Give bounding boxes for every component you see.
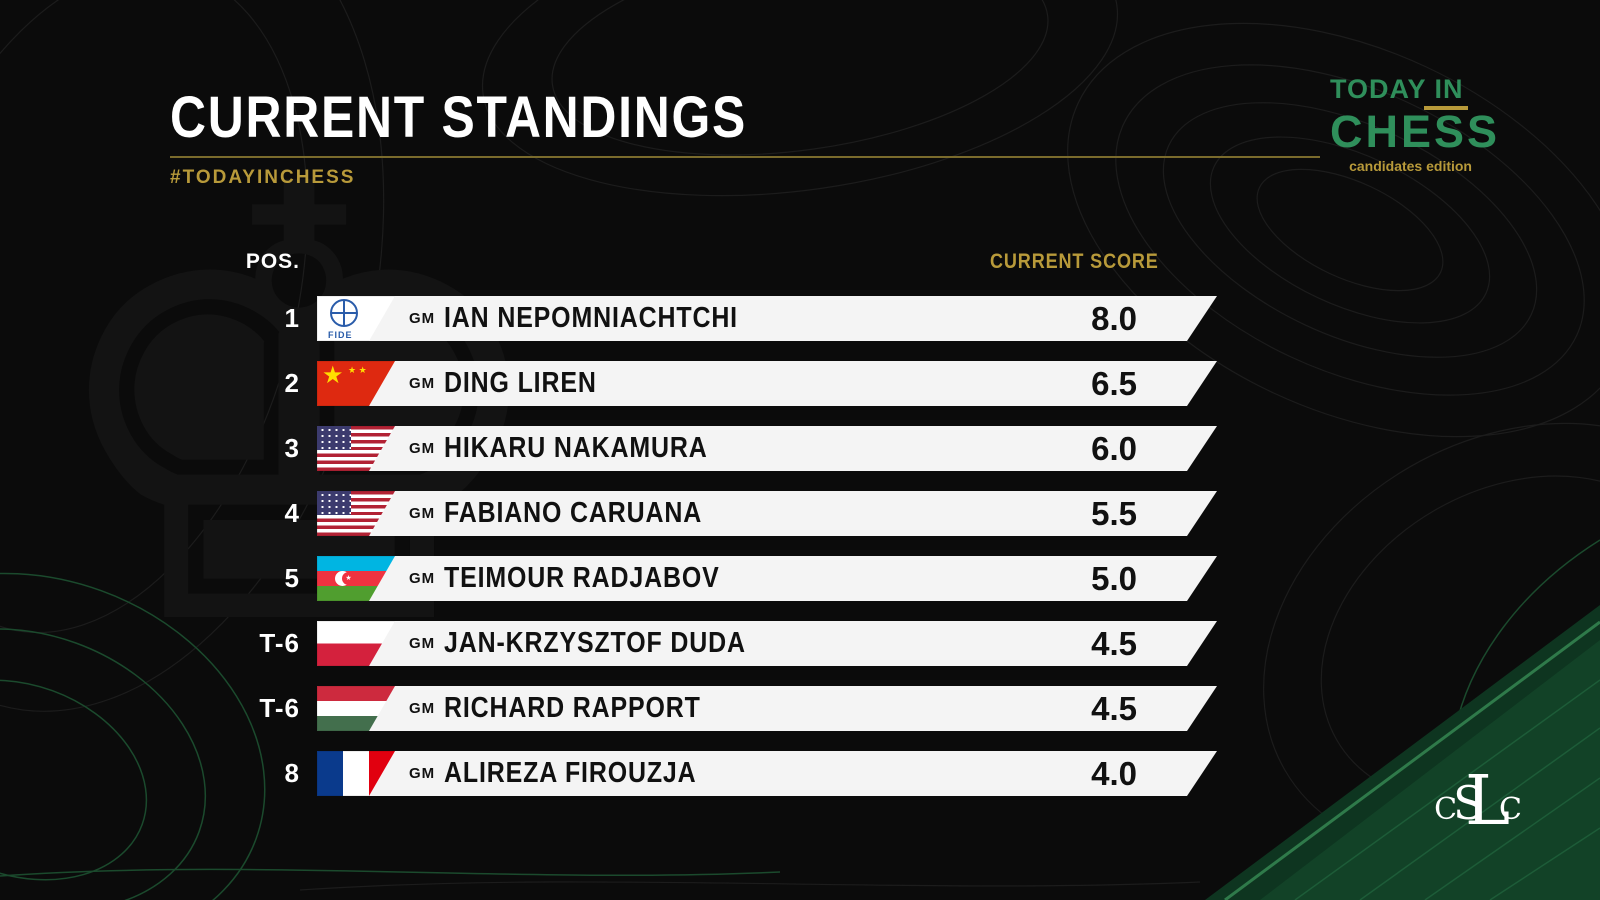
player-score: 6.5 [1091, 364, 1137, 402]
player-name: FABIANO CARUANA [444, 497, 703, 529]
logo-main-line: CHESS [1330, 106, 1501, 157]
position-label: 8 [284, 758, 300, 788]
player-name: TEIMOUR RADJABOV [444, 562, 720, 594]
player-name: JAN-KRZYSZTOF DUDA [444, 627, 747, 659]
country-flag-icon [317, 556, 395, 601]
standings-row: 4 GM FABIANO CARUANA 5.5 [230, 491, 1217, 536]
country-flag-icon [317, 686, 395, 731]
flag-emblem-label: FIDE [328, 330, 353, 340]
player-title: GM [409, 765, 436, 782]
player-title: GM [409, 570, 436, 587]
standings-row: 3 GM HIKARU NAKAMURA 6.0 [230, 426, 1217, 471]
player-name: RICHARD RAPPORT [444, 692, 701, 724]
table-header: POS. CURRENT SCORE [230, 250, 1217, 282]
position-label: 3 [284, 433, 300, 463]
standings-table: POS. CURRENT SCORE 1 FIDE GM IAN NEPOMNI… [230, 250, 1217, 796]
player-score: 4.5 [1091, 689, 1137, 727]
player-bar: GM ALIREZA FIROUZJA 4.0 [317, 751, 1217, 796]
player-bar: GM JAN-KRZYSZTOF DUDA 4.5 [317, 621, 1217, 666]
country-flag-icon [317, 361, 395, 406]
standings-row: 1 FIDE GM IAN NEPOMNIACHTCHI 8.0 [230, 296, 1217, 341]
country-flag-icon [317, 751, 395, 796]
position-label: 1 [284, 303, 300, 333]
player-bar: GM RICHARD RAPPORT 4.5 [317, 686, 1217, 731]
logo-top-line: TODAY IN [1330, 74, 1464, 104]
player-name: IAN NEPOMNIACHTCHI [444, 302, 739, 334]
player-title: GM [409, 505, 436, 522]
player-name: HIKARU NAKAMURA [444, 432, 708, 464]
score-column-header-text: CURRENT SCORE [990, 250, 1159, 273]
player-bar: GM TEIMOUR RADJABOV 5.0 [317, 556, 1217, 601]
country-flag-icon: FIDE [317, 296, 395, 341]
corner-wedge-graphic [1205, 605, 1600, 900]
position-label: 4 [284, 498, 300, 528]
standings-row: 8 GM ALIREZA FIROUZJA 4.0 [230, 751, 1217, 796]
player-score: 4.0 [1091, 754, 1137, 792]
hashtag-label: #TODAYINCHESS [170, 167, 356, 188]
monogram-letter-s: S [1453, 776, 1485, 830]
player-title: GM [409, 440, 436, 457]
standings-row: T-6 GM JAN-KRZYSZTOF DUDA 4.5 [230, 621, 1217, 666]
player-title: GM [409, 635, 436, 652]
player-score: 5.5 [1091, 494, 1137, 532]
standings-rows: 1 FIDE GM IAN NEPOMNIACHTCHI 8.0 2 GM DI… [230, 296, 1217, 796]
player-bar: GM HIKARU NAKAMURA 6.0 [317, 426, 1217, 471]
today-in-chess-logo: TODAY IN CHESS candidates edition [1330, 74, 1501, 174]
monogram-letter-c-left: C [1434, 791, 1458, 827]
player-title: GM [409, 700, 436, 717]
logo-gold-rule [1424, 106, 1468, 110]
player-score: 4.5 [1091, 624, 1137, 662]
player-title: GM [409, 375, 436, 392]
player-bar: FIDE GM IAN NEPOMNIACHTCHI 8.0 [317, 296, 1217, 341]
logo-subtitle: candidates edition [1349, 157, 1472, 174]
saint-louis-chess-club-monogram: C L S C [1434, 766, 1522, 852]
player-score: 8.0 [1091, 299, 1137, 337]
page-title-text: CURRENT STANDINGS [170, 85, 748, 150]
player-score: 5.0 [1091, 559, 1137, 597]
player-title: GM [409, 310, 436, 327]
standings-row: 5 GM TEIMOUR RADJABOV 5.0 [230, 556, 1217, 601]
player-score: 6.0 [1091, 429, 1137, 467]
player-bar: GM DING LIREN 6.5 [317, 361, 1217, 406]
position-label: T-6 [259, 628, 300, 658]
position-label: T-6 [259, 693, 300, 723]
position-label: 5 [284, 563, 300, 593]
country-flag-icon [317, 426, 395, 471]
score-column-header: CURRENT SCORE [990, 250, 1186, 274]
country-flag-icon [317, 491, 395, 536]
page-title: CURRENT STANDINGS [170, 84, 841, 151]
standings-row: T-6 GM RICHARD RAPPORT 4.5 [230, 686, 1217, 731]
position-column-header: POS. [245, 250, 300, 273]
country-flag-icon [317, 621, 395, 666]
position-label: 2 [284, 368, 300, 398]
title-divider-rule [170, 156, 1320, 158]
chess-king-silhouette: ♚ [30, 60, 568, 759]
standings-row: 2 GM DING LIREN 6.5 [230, 361, 1217, 406]
player-name: DING LIREN [444, 367, 597, 399]
monogram-letter-c-right: C [1499, 791, 1522, 827]
monogram-letter-l: L [1465, 762, 1511, 841]
monogram-sl-group: L S [1449, 762, 1511, 852]
player-name: ALIREZA FIROUZJA [444, 757, 697, 789]
player-bar: GM FABIANO CARUANA 5.5 [317, 491, 1217, 536]
